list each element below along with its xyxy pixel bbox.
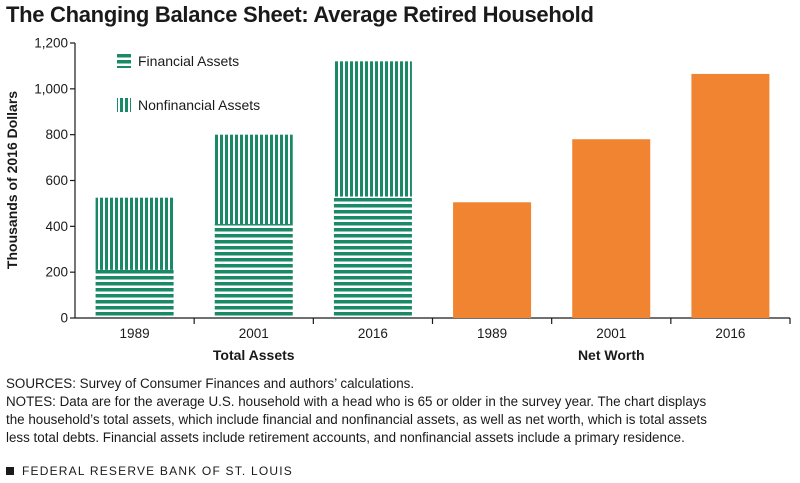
bar-nonfinancial-assets-2016 — [333, 61, 412, 197]
x-tick-label: 2016 — [358, 326, 388, 341]
footer-square-icon — [6, 467, 14, 475]
legend-label: Financial Assets — [138, 53, 239, 69]
bar-net-worth-2001 — [572, 139, 651, 318]
x-group-label: Net Worth — [578, 347, 645, 363]
chart-title: The Changing Balance Sheet: Average Reti… — [6, 2, 594, 27]
y-axis-title: Thousands of 2016 Dollars — [4, 91, 20, 269]
x-tick-label: 2001 — [239, 326, 269, 341]
x-tick-label: 1989 — [120, 326, 150, 341]
footer: FEDERAL RESERVE BANK OF ST. LOUIS — [6, 464, 293, 478]
x-tick-label: 1989 — [477, 326, 507, 341]
sources-note: SOURCES: Survey of Consumer Finances and… — [6, 376, 415, 391]
y-tick-label: 600 — [45, 173, 68, 188]
bars — [95, 61, 770, 318]
y-tick-label: 0 — [60, 311, 68, 326]
bar-financial-assets-1989 — [95, 269, 174, 318]
y-tick-label: 200 — [45, 265, 68, 280]
legend: Financial Assets Nonfinancial Assets — [117, 53, 260, 113]
y-tick-label: 800 — [45, 127, 68, 142]
x-axis: 1989 2001 2016 Total Assets 1989 2001 2016 Net … — [75, 317, 791, 363]
footer-text: FEDERAL RESERVE BANK OF ST. LOUIS — [22, 464, 293, 478]
y-axis: 0 200 400 600 800 1,000 1,200 Thousands of 2016… — [4, 36, 76, 326]
bar-financial-assets-2016 — [333, 196, 412, 318]
bar-net-worth-2016 — [691, 73, 770, 318]
x-tick-label: 2001 — [596, 326, 626, 341]
bar-chart: 0 200 400 600 800 1,000 1,200 Thousands of 2016… — [4, 36, 791, 363]
legend-swatch-financial-assets — [117, 54, 131, 68]
x-tick-label: 2016 — [715, 326, 745, 341]
notes-line: less total debts. Financial assets inclu… — [6, 430, 685, 445]
bar-net-worth-1989 — [453, 202, 532, 318]
legend-swatch-nonfinancial-assets — [117, 98, 131, 112]
y-tick-label: 1,200 — [34, 36, 68, 51]
notes-line: the household’s total assets, which incl… — [6, 412, 707, 427]
notes-line: NOTES: Data are for the average U.S. hou… — [6, 394, 707, 409]
y-tick-label: 1,000 — [34, 81, 68, 96]
bar-financial-assets-2001 — [214, 224, 293, 318]
y-tick-label: 400 — [45, 219, 68, 234]
bar-nonfinancial-assets-2001 — [214, 134, 293, 225]
bar-nonfinancial-assets-1989 — [95, 197, 174, 270]
legend-label: Nonfinancial Assets — [138, 97, 260, 113]
x-group-label: Total Assets — [213, 347, 295, 363]
